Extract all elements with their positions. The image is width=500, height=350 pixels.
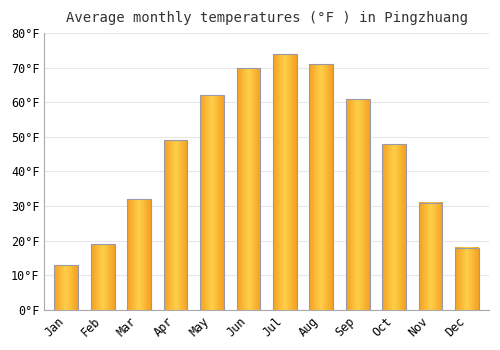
Bar (54, 265, 78, 310)
Bar (128, 199, 151, 310)
Bar (273, 54, 296, 310)
Bar (455, 247, 479, 310)
Bar (236, 68, 260, 310)
Bar (419, 203, 442, 310)
Bar (91, 244, 114, 310)
Bar (200, 96, 224, 310)
Title: Average monthly temperatures (°F ) in Pingzhuang: Average monthly temperatures (°F ) in Pi… (66, 11, 468, 25)
Bar (346, 99, 370, 310)
Bar (164, 140, 188, 310)
Bar (382, 144, 406, 310)
Bar (310, 64, 333, 310)
